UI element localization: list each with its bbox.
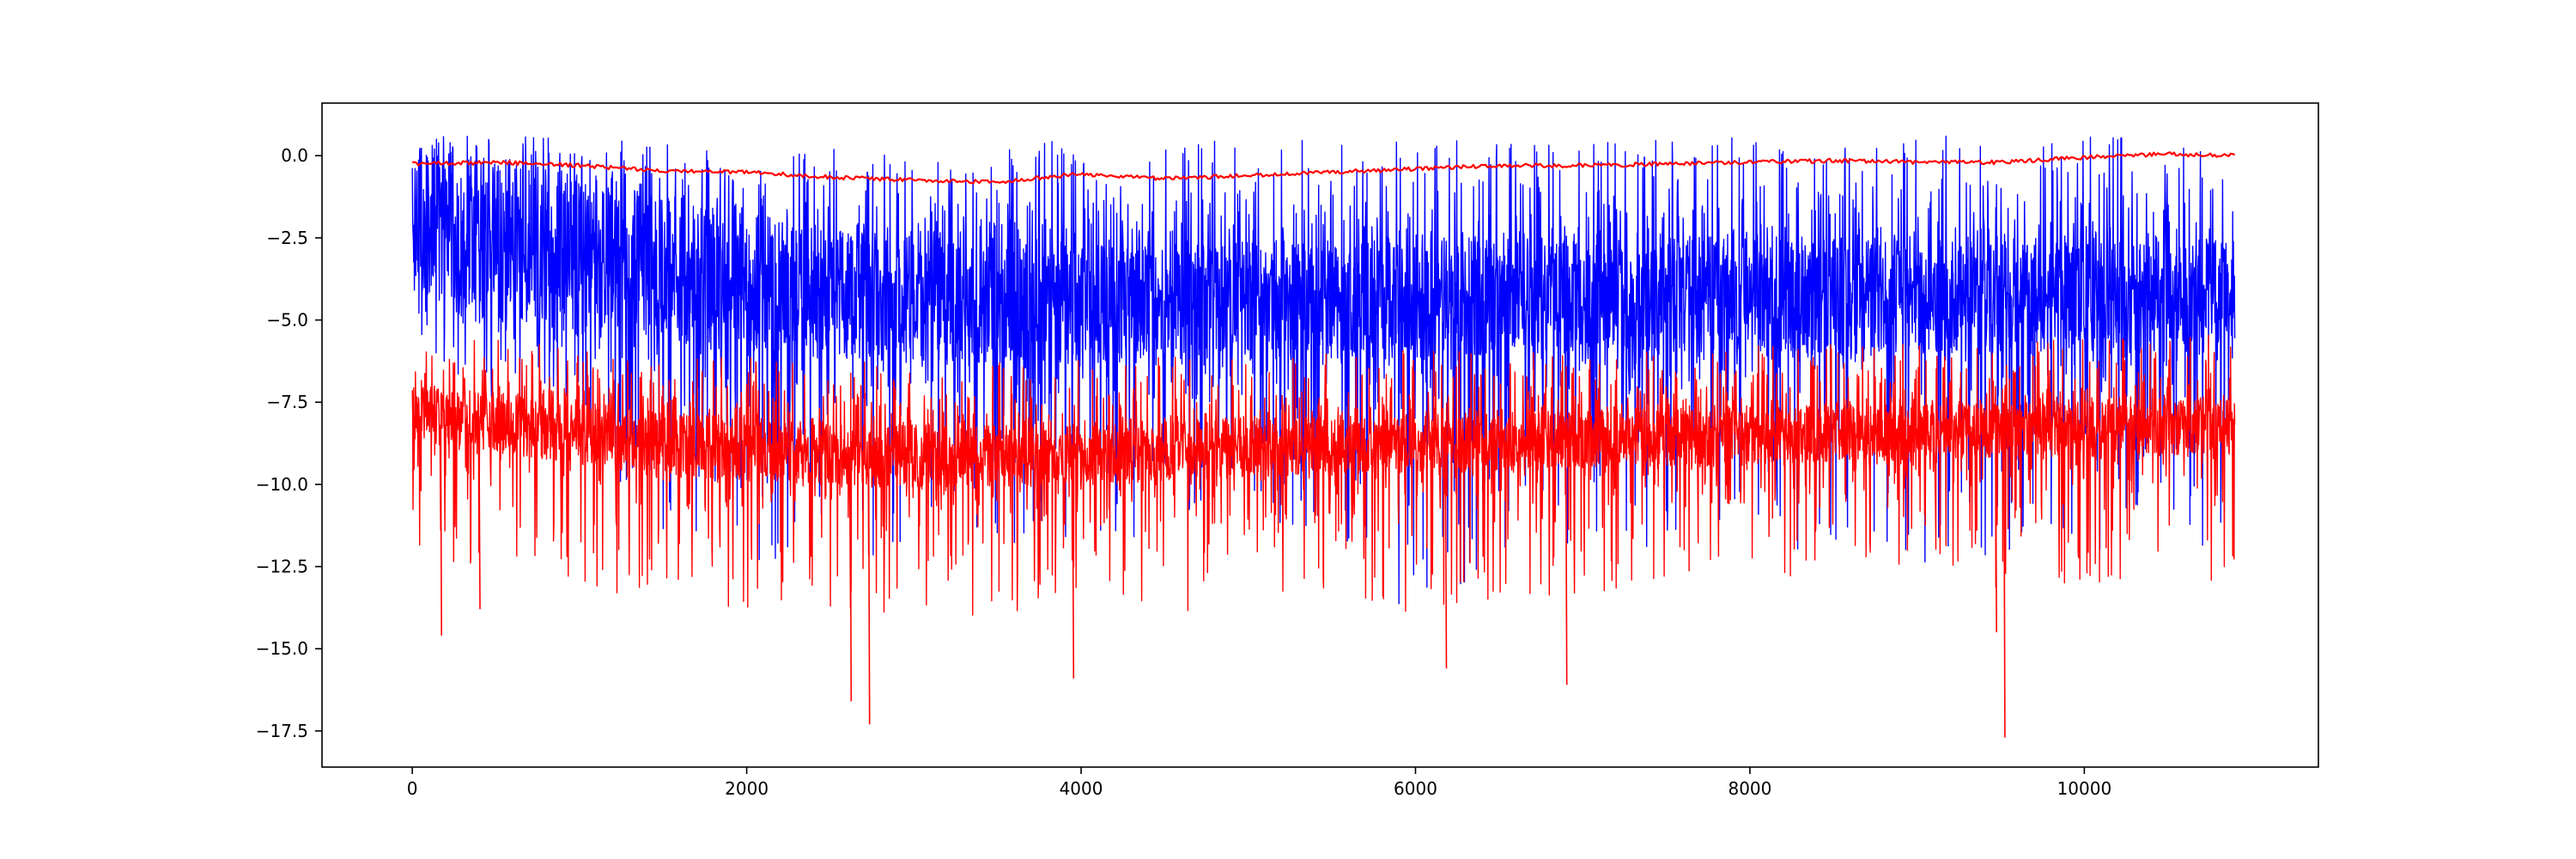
y-tick-label: −17.5 (256, 721, 308, 741)
series-1-spike-1 (478, 448, 481, 610)
series-1-spike-2 (849, 484, 853, 702)
y-tick-label: 0.0 (281, 145, 308, 166)
series-1-spike-3 (867, 485, 871, 725)
series-layer (411, 135, 2236, 738)
y-tick-label: −12.5 (256, 557, 308, 577)
series-0 (411, 135, 2236, 605)
y-tick-label: −15.0 (256, 638, 308, 659)
series-1-spike-0 (440, 442, 443, 636)
series-1-spike-6 (1564, 467, 1568, 685)
x-tick-label: 8000 (1728, 778, 1771, 799)
series-1-spike-7 (2003, 458, 2006, 738)
y-tick-label: −2.5 (266, 228, 308, 248)
series-1-spike-4 (1072, 484, 1075, 679)
series-1-spike-5 (1444, 470, 1448, 669)
x-tick-label: 0 (407, 778, 418, 799)
y-axis: 0.0 −2.5 −5.0 −7.5 −10.0 −12.5 −15.0 −17.5 (256, 145, 322, 741)
x-tick-label: 2000 (725, 778, 769, 799)
series-1 (411, 334, 2236, 738)
y-tick-label: −10.0 (256, 474, 308, 495)
series-0-line (411, 135, 2236, 605)
x-axis: 0 2000 4000 6000 8000 10000 (407, 767, 2111, 799)
series-1-line (411, 334, 2236, 616)
series-2-line (411, 151, 2236, 185)
plot-area (321, 102, 2319, 768)
x-tick-label: 4000 (1060, 778, 1103, 799)
y-tick-label: −7.5 (266, 392, 308, 412)
series-2 (411, 151, 2236, 185)
plot-frame (321, 102, 2319, 768)
y-tick-label: −5.0 (266, 310, 308, 331)
x-tick-label: 6000 (1394, 778, 1437, 799)
x-tick-label: 10000 (2057, 778, 2112, 799)
